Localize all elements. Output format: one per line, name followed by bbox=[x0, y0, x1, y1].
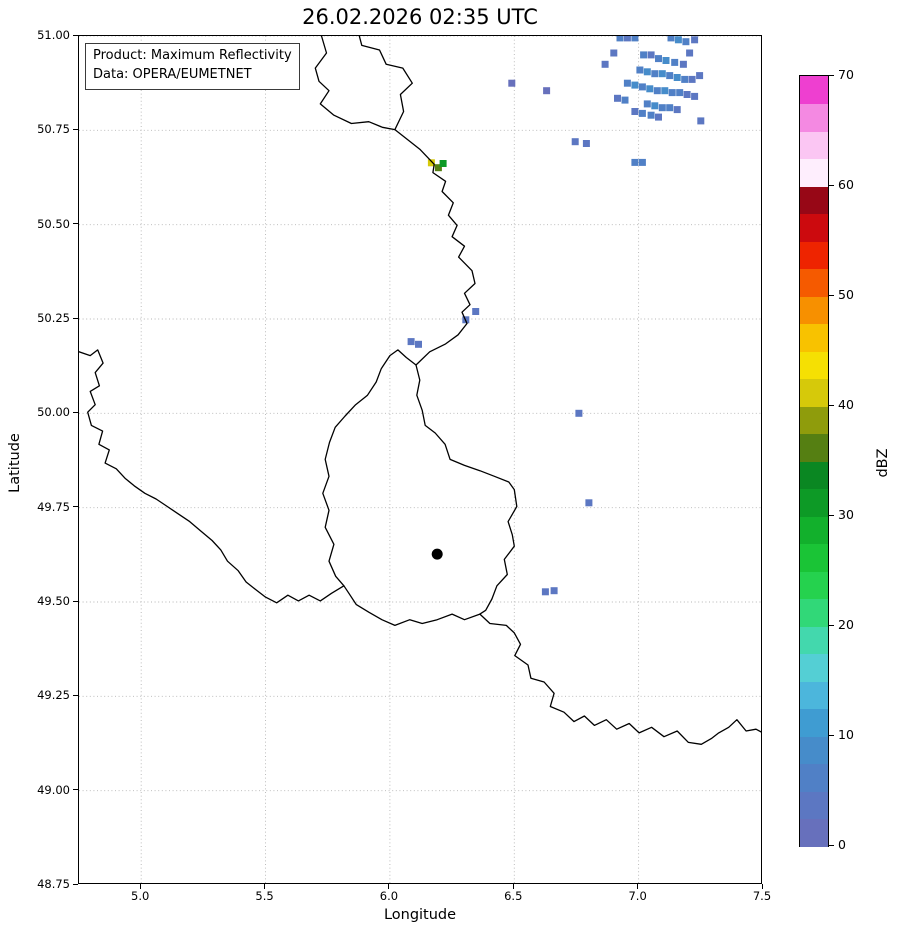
colorbar-tick-label: 10 bbox=[838, 727, 854, 742]
colorbar-band bbox=[800, 103, 828, 132]
x-tick-label: 7.0 bbox=[628, 889, 647, 903]
colorbar-band bbox=[800, 626, 828, 655]
colorbar-band bbox=[800, 516, 828, 545]
y-tick-label: 50.75 bbox=[37, 122, 70, 137]
colorbar-tick-mark bbox=[829, 74, 834, 76]
x-tick-label: 5.0 bbox=[131, 889, 150, 903]
x-tick-mark bbox=[637, 884, 639, 889]
x-tick-label: 6.5 bbox=[504, 889, 523, 903]
x-axis-label: Longitude bbox=[383, 907, 457, 923]
y-tick-mark bbox=[73, 223, 78, 225]
colorbar-tick-label: 40 bbox=[838, 397, 854, 412]
colorbar-band bbox=[800, 433, 828, 462]
colorbar-tick-mark bbox=[829, 844, 834, 846]
y-tick-mark bbox=[73, 506, 78, 508]
colorbar-tick-mark bbox=[829, 404, 834, 406]
colorbar-band bbox=[800, 791, 828, 820]
colorbar-band bbox=[800, 681, 828, 710]
y-tick-label: 49.25 bbox=[37, 688, 70, 703]
y-tick-mark bbox=[73, 317, 78, 319]
colorbar-label: dBZ bbox=[875, 448, 891, 478]
y-tick-label: 50.50 bbox=[37, 216, 70, 231]
colorbar-band bbox=[800, 461, 828, 490]
info-data-source-line: Data: OPERA/EUMETNET bbox=[93, 66, 252, 82]
colorbar-tick-mark bbox=[829, 294, 834, 296]
x-tick-label: 6.0 bbox=[379, 889, 399, 903]
y-tick-mark bbox=[73, 694, 78, 696]
x-tick-mark bbox=[761, 884, 763, 889]
y-tick-label: 50.00 bbox=[37, 405, 70, 420]
colorbar-band bbox=[800, 186, 828, 215]
colorbar-band bbox=[800, 268, 828, 297]
x-tick-mark bbox=[512, 884, 514, 889]
colorbar-band bbox=[800, 406, 828, 435]
colorbar-tick-label: 30 bbox=[838, 507, 854, 522]
y-tick-label: 51.00 bbox=[37, 28, 70, 42]
y-tick-mark bbox=[73, 789, 78, 791]
x-tick-label: 7.5 bbox=[752, 889, 772, 903]
colorbar-tick-mark bbox=[829, 514, 834, 516]
colorbar-band bbox=[800, 571, 828, 600]
colorbar-band bbox=[800, 708, 828, 737]
radar-map-canvas bbox=[79, 36, 761, 883]
colorbar-band bbox=[800, 213, 828, 242]
colorbar-tick-mark bbox=[829, 624, 834, 626]
y-tick-label: 49.00 bbox=[37, 782, 70, 797]
x-tick-label: 5.5 bbox=[255, 889, 274, 903]
colorbar-band bbox=[800, 598, 828, 627]
y-tick-mark bbox=[73, 128, 78, 130]
colorbar-tick-label: 50 bbox=[838, 287, 854, 302]
colorbar bbox=[799, 75, 829, 847]
plot-title: 26.02.2026 02:35 UTC bbox=[302, 5, 538, 29]
colorbar-band bbox=[800, 241, 828, 270]
y-tick-label: 50.25 bbox=[37, 311, 70, 325]
y-tick-label: 49.50 bbox=[37, 594, 70, 608]
colorbar-band bbox=[800, 131, 828, 160]
colorbar-band bbox=[800, 351, 828, 380]
y-axis-label: Latitude bbox=[7, 433, 23, 493]
colorbar-band bbox=[800, 818, 828, 847]
x-tick-mark bbox=[139, 884, 141, 889]
colorbar-band bbox=[800, 296, 828, 325]
colorbar-band bbox=[800, 378, 828, 407]
colorbar-band bbox=[800, 543, 828, 572]
y-tick-mark bbox=[73, 883, 78, 885]
colorbar-tick-label: 60 bbox=[838, 177, 854, 192]
colorbar-band bbox=[800, 488, 828, 517]
info-product-line: Product: Maximum Reflectivity bbox=[93, 48, 292, 63]
colorbar-tick-mark bbox=[829, 734, 834, 736]
colorbar-band bbox=[800, 76, 828, 105]
map-plot-area: Product: Maximum Reflectivity Data: OPER… bbox=[78, 35, 762, 884]
colorbar-tick-label: 0 bbox=[838, 837, 846, 852]
x-tick-mark bbox=[264, 884, 266, 889]
y-tick-mark bbox=[73, 600, 78, 602]
colorbar-tick-label: 20 bbox=[838, 617, 854, 632]
y-tick-mark bbox=[73, 411, 78, 413]
y-tick-label: 48.75 bbox=[37, 877, 70, 891]
colorbar-band bbox=[800, 158, 828, 187]
info-box: Product: Maximum Reflectivity Data: OPER… bbox=[85, 43, 300, 90]
y-tick-mark bbox=[73, 34, 78, 36]
colorbar-band bbox=[800, 763, 828, 792]
colorbar-tick-label: 70 bbox=[838, 67, 854, 82]
colorbar-band bbox=[800, 323, 828, 352]
x-tick-mark bbox=[388, 884, 390, 889]
colorbar-tick-mark bbox=[829, 184, 834, 186]
colorbar-band bbox=[800, 653, 828, 682]
colorbar-band bbox=[800, 736, 828, 765]
y-tick-label: 49.75 bbox=[37, 499, 70, 514]
